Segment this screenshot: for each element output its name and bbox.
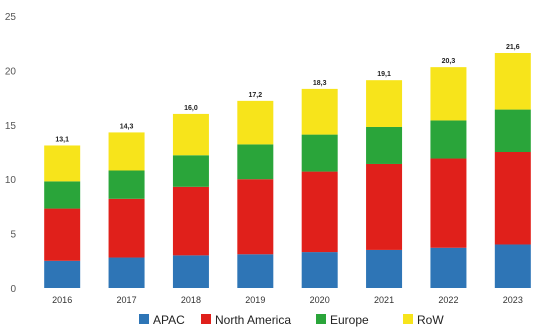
y-axis: 0 5 10 15 20 25: [5, 12, 17, 295]
x-tick-label: 2016: [52, 295, 72, 305]
y-tick-label: 5: [10, 230, 16, 241]
legend-swatch: [139, 314, 149, 324]
bar-segment-row: [172, 113, 209, 156]
bar-segment-apac: [44, 260, 81, 288]
bar-segment-apac: [172, 255, 209, 288]
totals-group: 13,1 14,3 16,0 17,2 18,3 19,1 20,3 21,6: [55, 44, 519, 143]
bar-segment-europe: [237, 144, 274, 180]
bar-segment-apac: [430, 247, 467, 288]
bar-segment-europe: [108, 170, 145, 199]
x-tick-label: 2021: [374, 295, 394, 305]
x-tick-label: 2017: [117, 295, 137, 305]
bar-segment-north-america: [172, 186, 209, 256]
total-label: 20,3: [442, 58, 456, 65]
x-tick-label: 2022: [438, 295, 458, 305]
bar-segment-europe: [366, 126, 403, 164]
total-label: 16,0: [184, 105, 198, 112]
bar-segment-row: [301, 88, 338, 135]
x-tick-label: 2019: [245, 295, 265, 305]
bar-segment-row: [430, 67, 467, 121]
bars-group: [44, 52, 531, 288]
bar-segment-europe: [494, 109, 531, 152]
y-tick-label: 15: [5, 121, 17, 132]
total-label: 13,1: [55, 136, 69, 143]
legend-swatch: [403, 314, 413, 324]
bar-segment-row: [108, 132, 145, 171]
bar-segment-north-america: [44, 208, 81, 261]
x-tick-label: 2020: [310, 295, 330, 305]
total-label: 17,2: [249, 92, 263, 99]
bar-segment-apac: [494, 244, 531, 288]
bar-segment-apac: [366, 249, 403, 288]
legend-label: North America: [215, 313, 291, 327]
total-label: 18,3: [313, 80, 327, 87]
y-tick-label: 10: [5, 175, 17, 186]
bar-segment-north-america: [494, 152, 531, 245]
bar-segment-apac: [237, 254, 274, 288]
bar-segment-europe: [44, 181, 81, 209]
legend: APAC North America Europe RoW: [139, 313, 444, 327]
legend-label: RoW: [417, 313, 444, 327]
bar-segment-row: [366, 80, 403, 127]
bar-segment-apac: [301, 252, 338, 288]
bar-segment-row: [237, 100, 274, 145]
bar-segment-row: [494, 52, 531, 110]
bar-segment-europe: [301, 134, 338, 172]
legend-swatch: [201, 314, 211, 324]
total-label: 21,6: [506, 44, 520, 51]
x-tick-label: 2018: [181, 295, 201, 305]
y-tick-label: 0: [10, 284, 16, 295]
x-tick-label: 2023: [503, 295, 523, 305]
total-label: 14,3: [120, 123, 134, 130]
legend-swatch: [316, 314, 326, 324]
y-tick-label: 25: [5, 12, 17, 23]
bar-segment-apac: [108, 257, 145, 288]
bar-segment-europe: [430, 120, 467, 159]
bar-segment-north-america: [366, 163, 403, 250]
bar-segment-europe: [172, 155, 209, 187]
y-tick-label: 20: [5, 66, 17, 77]
total-label: 19,1: [377, 71, 391, 78]
bar-segment-north-america: [108, 198, 145, 258]
bar-segment-north-america: [301, 171, 338, 253]
bar-segment-row: [44, 145, 81, 182]
legend-label: Europe: [330, 313, 369, 327]
bar-segment-north-america: [237, 179, 274, 255]
x-axis: 2016 2017 2018 2019 2020 2021 2022 2023: [52, 295, 523, 305]
legend-label: APAC: [153, 313, 185, 327]
bar-segment-north-america: [430, 158, 467, 248]
